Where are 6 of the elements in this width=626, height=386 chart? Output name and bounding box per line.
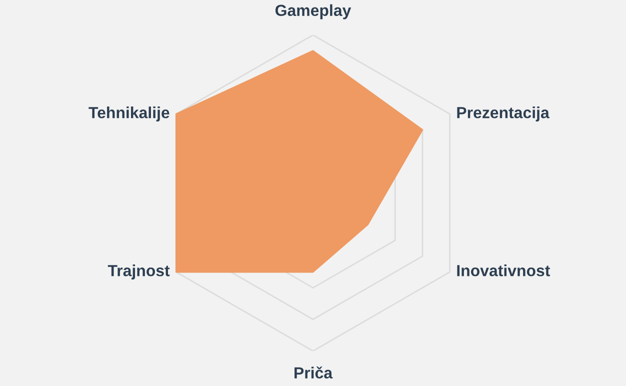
- spoke-label: Inovativnost: [457, 264, 550, 276]
- spoke-label: Trajnost: [108, 264, 170, 280]
- spoke-label: Prezentacija: [457, 106, 550, 122]
- spoke-label: Tehnikalije: [88, 106, 170, 122]
- spoke-label: Priča: [294, 366, 333, 379]
- spoke-label: Gameplay: [275, 4, 352, 20]
